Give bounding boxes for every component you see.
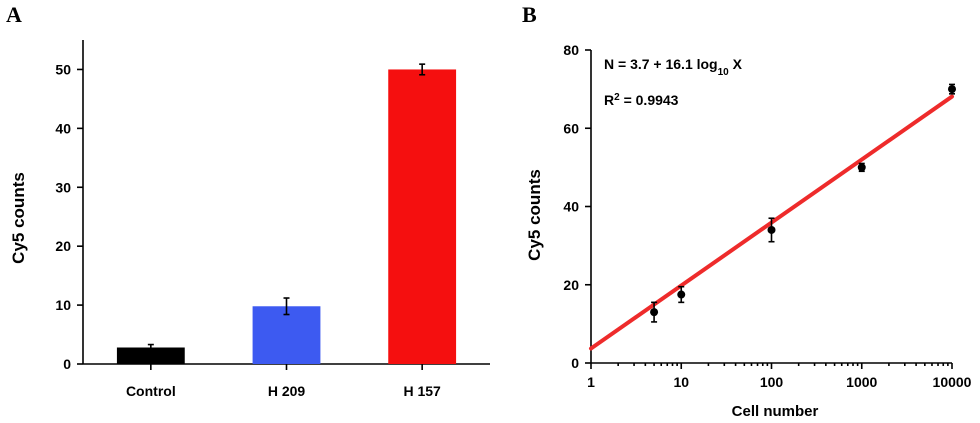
panel-b-y-tick-label: 80 (563, 42, 579, 58)
panel-b-x-tick-label: 10000 (933, 374, 972, 390)
panel-b-y-tick-label: 60 (563, 120, 579, 136)
fit-equation-main: N = 3.7 + 16.1 log (604, 56, 718, 72)
panel-b-x-tick-label: 1 (587, 374, 595, 390)
panel-b-x-tick-label: 100 (760, 374, 784, 390)
panel-b-y-axis-label: Cy5 counts (525, 169, 544, 261)
panel-b-data-point (677, 290, 686, 299)
panel-a-y-tick-label: 30 (55, 179, 71, 195)
panel-a-bar-chart: A Cy5 counts 0 10 20 30 40 50 Control H 209 H 15… (6, 2, 490, 399)
panel-b-x-axis-label: Cell number (732, 403, 819, 420)
panel-b-data-point (857, 163, 866, 172)
panel-a-x-tick-label: Control (126, 383, 176, 399)
panel-b-data-point (650, 308, 659, 317)
panel-a-y-tick-label: 20 (55, 238, 71, 254)
panel-b-plot-area: 0 20 40 60 80 1 10 100 1000 10000 (563, 42, 971, 390)
panel-b-y-tick-label: 20 (563, 277, 579, 293)
panel-a-y-axis-label: Cy5 counts (9, 172, 28, 264)
panel-b-data-point (948, 85, 956, 94)
panel-b-data-point (767, 225, 776, 234)
panel-b-scatter-chart: B Cy5 counts Cell number N = 3.7 + 16.1 … (522, 2, 972, 420)
panel-a-letter: A (6, 2, 22, 27)
r-squared-superscript: 2 (614, 92, 620, 103)
panel-b-y-tick-label: 0 (571, 355, 579, 371)
panel-a-x-tick-label: H 157 (403, 383, 441, 399)
panel-a-y-tick-label: 40 (55, 120, 71, 136)
r-squared: R2 = 0.9943 (604, 92, 679, 109)
r-squared-value: = 0.9943 (620, 92, 679, 108)
r-squared-label: R (604, 92, 614, 108)
panel-b-y-tick-label: 40 (563, 199, 579, 215)
fit-equation: N = 3.7 + 16.1 log10 X (604, 56, 743, 78)
panel-a-y-tick-label: 0 (63, 356, 71, 372)
panel-b-letter: B (522, 2, 537, 27)
fit-equation-tail: X (729, 56, 743, 72)
panel-a-x-tick-label: H 209 (268, 383, 306, 399)
panel-a-y-tick-label: 50 (55, 61, 71, 77)
fit-equation-subscript: 10 (718, 67, 730, 78)
panel-a-plot-area: 0 10 20 30 40 50 Control H 209 H 157 (55, 40, 490, 399)
panel-a-bar (116, 347, 185, 364)
panel-b-x-tick-label: 10 (673, 374, 689, 390)
panel-a-bar (388, 69, 457, 365)
panel-b-x-tick-label: 1000 (846, 374, 877, 390)
panel-a-y-tick-label: 10 (55, 297, 71, 313)
panel-a-bar (252, 306, 321, 364)
